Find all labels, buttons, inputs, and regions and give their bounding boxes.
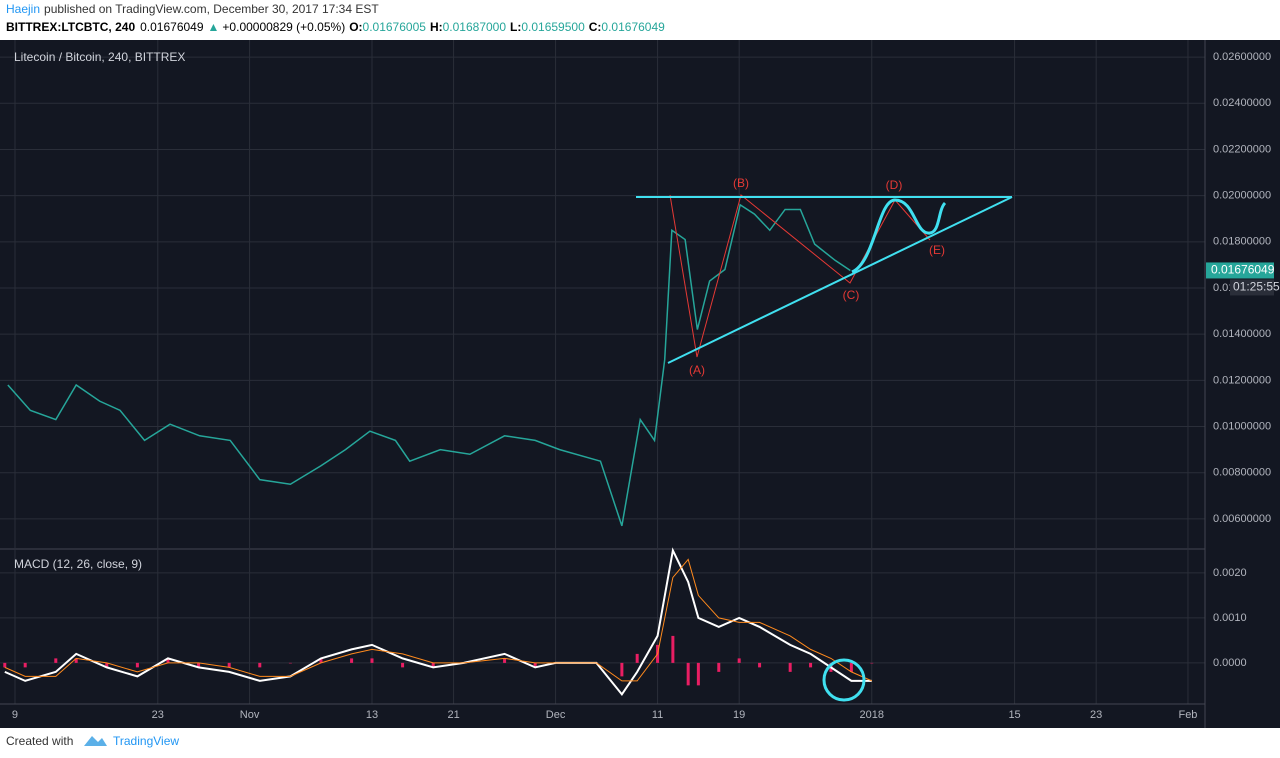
histogram-bar xyxy=(809,662,813,668)
x-tick-label: 21 xyxy=(447,709,459,721)
published: published on TradingView.com, December 3… xyxy=(44,2,379,16)
countdown: 01:25:55 xyxy=(1233,280,1280,294)
ohlc-value: 0.01676005 xyxy=(363,20,427,34)
x-tick-label: Dec xyxy=(546,709,566,721)
annotation: (D) xyxy=(886,178,903,192)
y-tick-label: 0.01200000 xyxy=(1213,374,1271,386)
ohlc-key: H: xyxy=(430,20,443,34)
y-tick-label: 0.0020 xyxy=(1213,567,1247,579)
y-tick-label: 0.02200000 xyxy=(1213,143,1271,155)
y-tick-label: 0.00600000 xyxy=(1213,513,1271,525)
wave-drawing xyxy=(669,194,931,358)
histogram-bar xyxy=(258,662,262,668)
price-line xyxy=(7,203,851,527)
price: 0.01676049 xyxy=(140,20,204,34)
histogram-bar xyxy=(54,658,58,663)
histogram-bar xyxy=(135,662,139,668)
header-line: Haejin published on TradingView.com, Dece… xyxy=(6,2,379,16)
indicator-line xyxy=(4,547,872,697)
y-tick-label: 0.0010 xyxy=(1213,612,1247,624)
up-icon: ▲ xyxy=(208,20,220,34)
ohlc-key: O: xyxy=(349,20,362,34)
y-tick-label: 0.00800000 xyxy=(1213,467,1271,479)
y-tick-label: 0.01400000 xyxy=(1213,328,1271,340)
histogram-bar xyxy=(686,662,690,686)
x-tick-label: 13 xyxy=(366,709,378,721)
x-tick-label: 19 xyxy=(733,709,745,721)
countdown-box xyxy=(1230,279,1274,296)
last-price-label: 0.01676049 xyxy=(1211,263,1275,277)
x-tick-label: Feb xyxy=(1178,709,1197,721)
histogram-bar xyxy=(671,635,675,663)
histogram-bar xyxy=(620,662,624,677)
footer-bg xyxy=(0,728,1280,758)
histogram-bar xyxy=(635,653,639,663)
y-tick-label: 0.01800000 xyxy=(1213,236,1271,248)
header-bg xyxy=(0,0,1280,40)
histogram-bar xyxy=(696,662,700,686)
symbol: BITTREX:LTCBTC, 240 xyxy=(6,20,135,34)
y-tick-label: 0.0000 xyxy=(1213,657,1247,669)
histogram-bar xyxy=(3,662,7,668)
brand[interactable]: TradingView xyxy=(113,734,179,748)
x-tick-label: 2018 xyxy=(860,709,884,721)
ohlc-key: L: xyxy=(510,20,521,34)
histogram-bar xyxy=(737,658,741,663)
histogram-bar xyxy=(350,658,354,663)
histogram-bar xyxy=(533,662,537,668)
ohlc-value: 0.01659500 xyxy=(521,20,585,34)
annotation: (B) xyxy=(733,176,749,190)
author[interactable]: Haejin xyxy=(6,2,40,16)
macd-highlight xyxy=(822,658,866,702)
marks xyxy=(3,203,874,697)
histogram-bar xyxy=(717,662,721,672)
histogram-bar xyxy=(105,662,109,668)
indicator-line xyxy=(4,558,872,682)
histogram-bar xyxy=(758,662,762,668)
histogram-bar xyxy=(227,662,231,668)
change: +0.00000829 (+0.05%) xyxy=(222,20,345,34)
x-tick-label: 15 xyxy=(1008,709,1020,721)
x-tick-label: 9 xyxy=(12,709,18,721)
histogram-bar xyxy=(166,658,170,663)
histogram-bar xyxy=(401,662,405,668)
ohlc-value: 0.01676049 xyxy=(601,20,665,34)
histogram-bar xyxy=(849,662,853,672)
histogram-bar xyxy=(23,662,27,668)
brand-logo xyxy=(84,736,107,746)
y-tick-label: 0.02400000 xyxy=(1213,97,1271,109)
support-line xyxy=(667,196,1013,364)
x-tick-label: 23 xyxy=(152,709,164,721)
y-tick-label: 0.02000000 xyxy=(1213,190,1271,202)
histogram-bar xyxy=(319,658,323,663)
annotation: (C) xyxy=(843,288,860,302)
y-tick-label: 0.01000000 xyxy=(1213,420,1271,432)
x-tick-label: 23 xyxy=(1090,709,1102,721)
footer-text: Created with xyxy=(6,734,73,748)
last-price-box xyxy=(1206,262,1274,279)
histogram-bar xyxy=(197,662,201,668)
histogram-bar xyxy=(74,658,78,663)
histogram-bar xyxy=(288,662,292,664)
ohlc-value: 0.01687000 xyxy=(443,20,507,34)
ohlc-key: C: xyxy=(589,20,602,34)
histogram-bar xyxy=(870,662,874,664)
chart-title: Litecoin / Bitcoin, 240, BITTREX xyxy=(14,50,185,64)
x-tick-label: Nov xyxy=(240,709,260,721)
histogram-bar xyxy=(370,658,374,663)
grid xyxy=(0,40,1205,704)
annotation: (A) xyxy=(689,363,705,377)
projection-path xyxy=(851,198,947,274)
histogram-bar xyxy=(503,658,507,663)
histogram-bar xyxy=(788,662,792,672)
x-tick-label: 11 xyxy=(652,709,663,721)
header-line: BITTREX:LTCBTC, 240 0.01676049 ▲ +0.0000082… xyxy=(6,20,665,34)
y-tick-label: 0.02600000 xyxy=(1213,51,1271,63)
annotation: (E) xyxy=(929,243,945,257)
histogram-bar xyxy=(431,662,435,668)
chart-title: MACD (12, 26, close, 9) xyxy=(14,557,142,571)
chart-bg xyxy=(0,40,1280,728)
